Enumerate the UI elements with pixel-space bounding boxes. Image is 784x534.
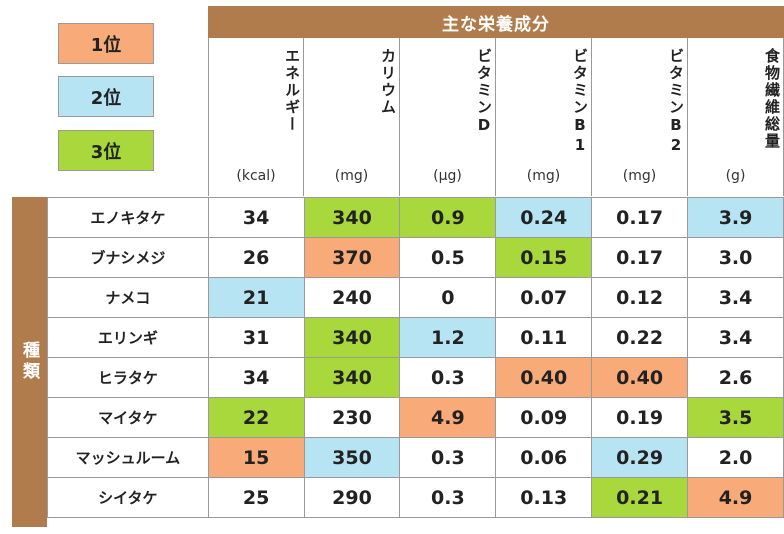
- column-unit: (g): [725, 168, 746, 184]
- column-header: ビタミンB1 (mg): [496, 38, 592, 196]
- data-cell: 0.09: [495, 397, 593, 438]
- data-cell: 0.3: [399, 477, 497, 518]
- column-name: カリウム: [379, 48, 397, 116]
- data-cell: 0.22: [591, 317, 689, 358]
- data-cell: 290: [303, 477, 401, 518]
- data-cell: 3.0: [687, 237, 784, 278]
- data-cell: 3.4: [687, 317, 784, 358]
- row-name: マッシュルーム: [47, 437, 209, 478]
- table-row: エノキタケ 34 340 0.9 0.24 0.17 3.9: [47, 197, 784, 238]
- data-cell: 0.15: [495, 237, 593, 278]
- row-name: エリンギ: [47, 317, 209, 358]
- data-cell: 0.12: [591, 277, 689, 318]
- column-unit: (μg): [433, 168, 462, 184]
- data-cell: 0: [399, 277, 497, 318]
- data-cell: 0.17: [591, 197, 689, 238]
- row-name: エノキタケ: [47, 197, 209, 238]
- column-header: 食物繊維総量 (g): [688, 38, 784, 196]
- column-unit: (mg): [526, 168, 561, 184]
- table-row: マイタケ 22 230 4.9 0.09 0.19 3.5: [47, 397, 784, 438]
- data-cell: 340: [303, 357, 401, 398]
- data-cell: 0.40: [591, 357, 689, 398]
- data-cell: 0.17: [591, 237, 689, 278]
- data-cell: 240: [303, 277, 401, 318]
- column-name: ビタミンB2: [667, 48, 685, 156]
- data-cell: 26: [207, 237, 305, 278]
- row-name: シイタケ: [47, 477, 209, 518]
- data-cell: 3.4: [687, 277, 784, 318]
- legend-rank-1: 1位: [58, 23, 154, 64]
- legend-rank-3: 3位: [58, 130, 154, 171]
- data-cell: 21: [207, 277, 305, 318]
- column-unit: (mg): [622, 168, 657, 184]
- data-cell: 34: [207, 357, 305, 398]
- data-cell: 2.0: [687, 437, 784, 478]
- column-unit: (kcal): [236, 168, 276, 184]
- table-row: シイタケ 25 290 0.3 0.13 0.21 4.9: [47, 477, 784, 518]
- row-name: ナメコ: [47, 277, 209, 318]
- data-cell: 370: [303, 237, 401, 278]
- data-cell: 0.19: [591, 397, 689, 438]
- table-row: マッシュルーム 15 350 0.3 0.06 0.29 2.0: [47, 437, 784, 478]
- column-name: ビタミンD: [475, 48, 493, 136]
- row-name: マイタケ: [47, 397, 209, 438]
- column-name: エネルギー: [283, 48, 301, 133]
- column-header: ビタミンD (μg): [400, 38, 496, 196]
- data-cell: 1.2: [399, 317, 497, 358]
- data-cell: 25: [207, 477, 305, 518]
- row-group-label: 種類: [12, 197, 47, 527]
- row-group-label-text: 種類: [19, 341, 39, 383]
- data-cell: 22: [207, 397, 305, 438]
- data-cell: 3.9: [687, 197, 784, 238]
- data-cell: 0.24: [495, 197, 593, 238]
- table-row: ヒラタケ 34 340 0.3 0.40 0.40 2.6: [47, 357, 784, 398]
- column-name: ビタミンB1: [571, 48, 589, 156]
- table-row: ナメコ 21 240 0 0.07 0.12 3.4: [47, 277, 784, 318]
- data-cell: 15: [207, 437, 305, 478]
- data-cell: 0.13: [495, 477, 593, 518]
- nutrition-table: エノキタケ 34 340 0.9 0.24 0.17 3.9 ブナシメジ 26 370 0.5 0.1…: [47, 197, 784, 518]
- table-row: ブナシメジ 26 370 0.5 0.15 0.17 3.0: [47, 237, 784, 278]
- data-cell: 0.3: [399, 357, 497, 398]
- data-cell: 2.6: [687, 357, 784, 398]
- column-header: ビタミンB2 (mg): [592, 38, 688, 196]
- data-cell: 0.29: [591, 437, 689, 478]
- data-cell: 4.9: [687, 477, 784, 518]
- data-cell: 230: [303, 397, 401, 438]
- data-cell: 0.07: [495, 277, 593, 318]
- data-cell: 340: [303, 317, 401, 358]
- column-header: カリウム (mg): [304, 38, 400, 196]
- column-header: エネルギー (kcal): [208, 38, 304, 196]
- legend-rank-2: 2位: [58, 76, 154, 117]
- data-cell: 0.9: [399, 197, 497, 238]
- column-unit: (mg): [334, 168, 369, 184]
- data-cell: 0.06: [495, 437, 593, 478]
- data-cell: 350: [303, 437, 401, 478]
- data-cell: 4.9: [399, 397, 497, 438]
- table-row: エリンギ 31 340 1.2 0.11 0.22 3.4: [47, 317, 784, 358]
- data-cell: 0.40: [495, 357, 593, 398]
- table-title: 主な栄養成分: [208, 6, 784, 38]
- data-cell: 0.21: [591, 477, 689, 518]
- data-cell: 340: [303, 197, 401, 238]
- data-cell: 3.5: [687, 397, 784, 438]
- data-cell: 31: [207, 317, 305, 358]
- data-cell: 0.11: [495, 317, 593, 358]
- data-cell: 0.3: [399, 437, 497, 478]
- data-cell: 0.5: [399, 237, 497, 278]
- data-cell: 34: [207, 197, 305, 238]
- column-name: 食物繊維総量: [763, 48, 781, 150]
- row-name: ヒラタケ: [47, 357, 209, 398]
- row-name: ブナシメジ: [47, 237, 209, 278]
